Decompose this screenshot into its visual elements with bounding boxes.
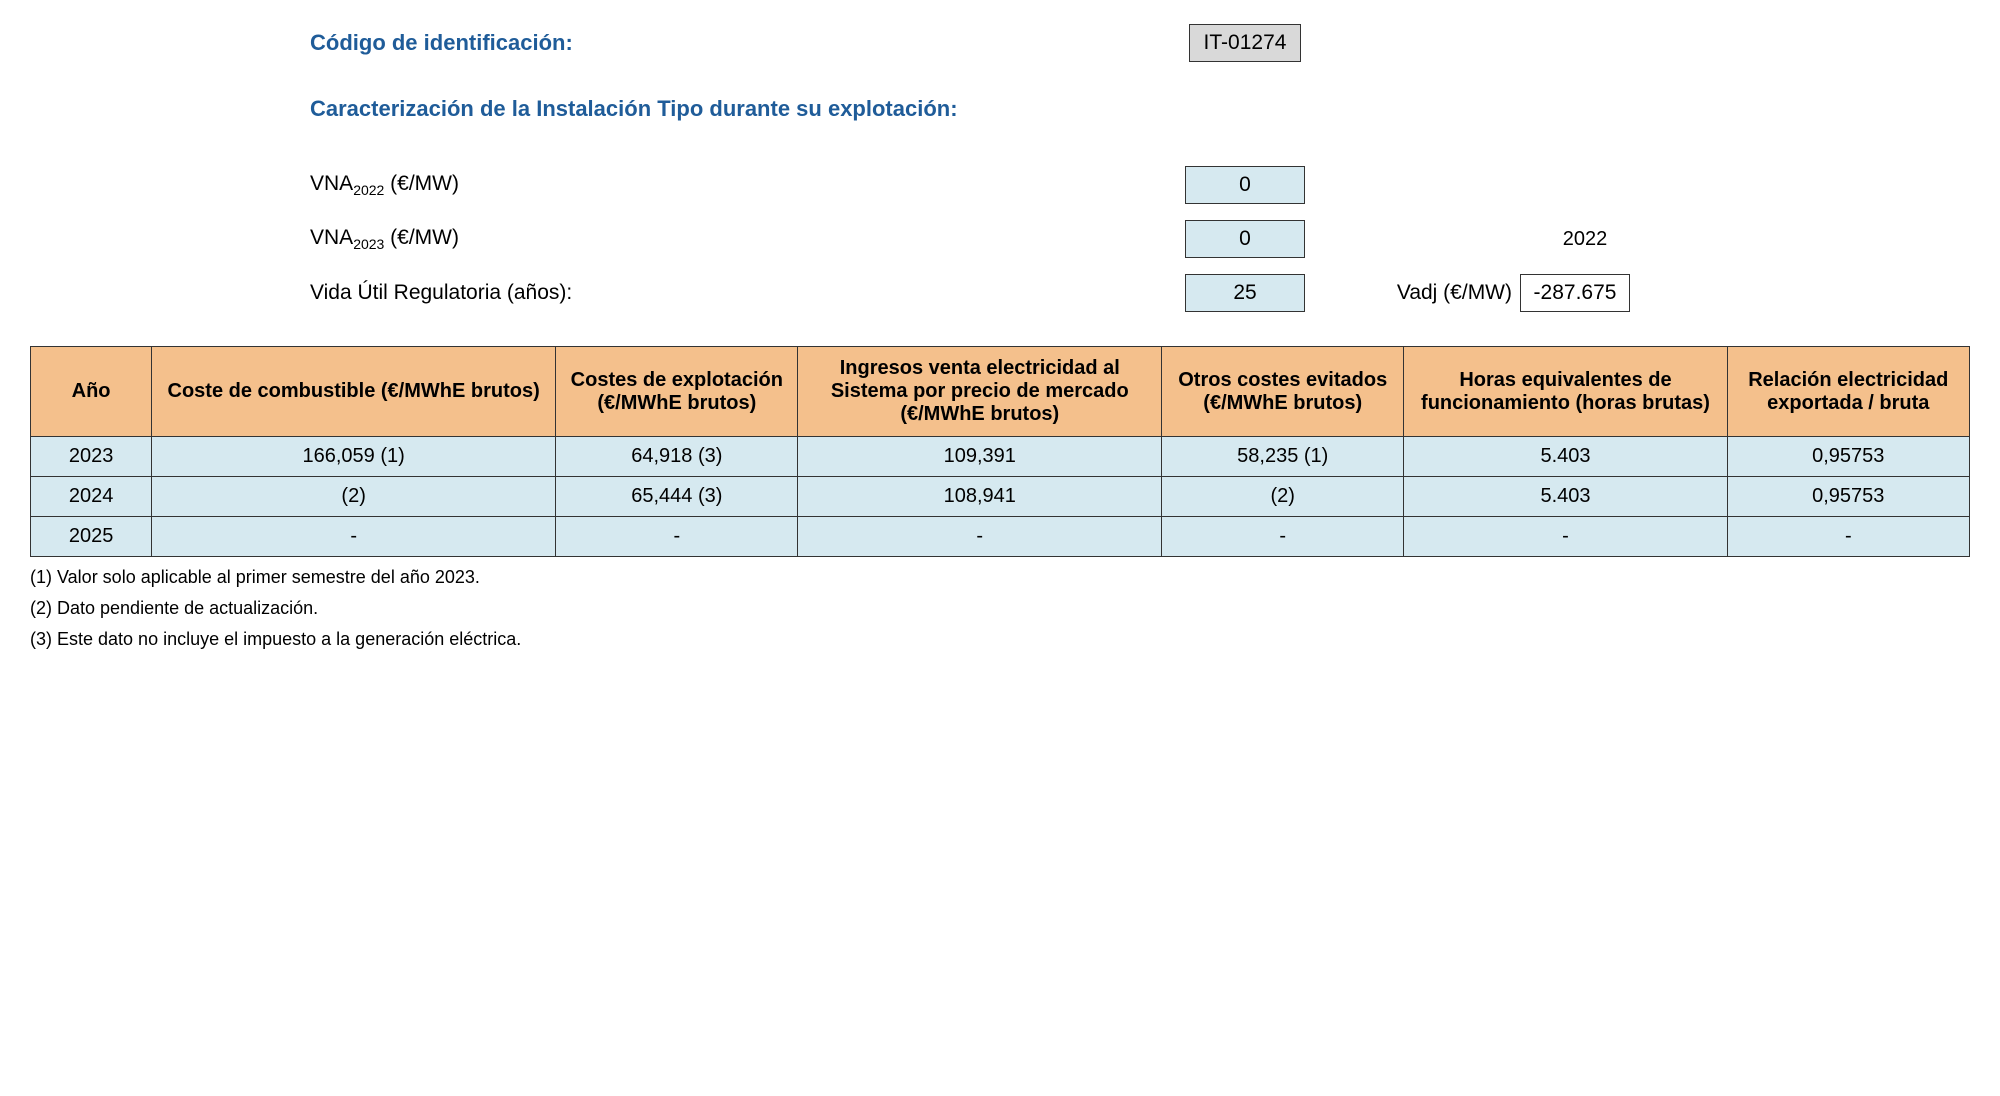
codigo-value: IT-01274 bbox=[1189, 24, 1302, 62]
cell: 0,95753 bbox=[1727, 477, 1969, 517]
vida-label: Vida Útil Regulatoria (años): bbox=[310, 281, 1170, 305]
cell: 0,95753 bbox=[1727, 437, 1969, 477]
cell: 2025 bbox=[31, 517, 152, 557]
footnote-1: (1) Valor solo aplicable al primer semes… bbox=[30, 567, 1970, 588]
cell: (2) bbox=[1162, 477, 1404, 517]
vna2022-row: VNA2022 (€/MW) 0 bbox=[310, 162, 1970, 208]
cell: - bbox=[556, 517, 798, 557]
caract-row: Caracterización de la Instalación Tipo d… bbox=[310, 86, 1970, 132]
table-row: 2024 (2) 65,444 (3) 108,941 (2) 5.403 0,… bbox=[31, 477, 1970, 517]
cell: (2) bbox=[152, 477, 556, 517]
col-explot: Costes de explotación (€/MWhE brutos) bbox=[556, 347, 798, 437]
col-otros: Otros costes evitados (€/MWhE brutos) bbox=[1162, 347, 1404, 437]
vadj-label: Vadj (€/MW) bbox=[1397, 281, 1512, 304]
data-table: Año Coste de combustible (€/MWhE brutos)… bbox=[30, 346, 1970, 557]
table-row: 2023 166,059 (1) 64,918 (3) 109,391 58,2… bbox=[31, 437, 1970, 477]
col-ano: Año bbox=[31, 347, 152, 437]
table-row: 2025 - - - - - - bbox=[31, 517, 1970, 557]
col-ingresos: Ingresos venta electricidad al Sistema p… bbox=[798, 347, 1162, 437]
codigo-label: Código de identificación: bbox=[310, 30, 1170, 56]
vida-row: Vida Útil Regulatoria (años): 25 Vadj (€… bbox=[310, 270, 1970, 316]
cell: 109,391 bbox=[798, 437, 1162, 477]
cell: - bbox=[1162, 517, 1404, 557]
table-body: 2023 166,059 (1) 64,918 (3) 109,391 58,2… bbox=[31, 437, 1970, 557]
vna2022-value: 0 bbox=[1185, 166, 1305, 204]
codigo-row: Código de identificación: IT-01274 bbox=[310, 20, 1970, 66]
cell: 58,235 (1) bbox=[1162, 437, 1404, 477]
cell: - bbox=[798, 517, 1162, 557]
vna2023-label: VNA2023 (€/MW) bbox=[310, 226, 1170, 252]
cell: 5.403 bbox=[1404, 477, 1727, 517]
caract-label: Caracterización de la Instalación Tipo d… bbox=[310, 96, 958, 122]
vna2022-label: VNA2022 (€/MW) bbox=[310, 172, 1170, 198]
vna2023-row: VNA2023 (€/MW) 0 2022 bbox=[310, 216, 1970, 262]
cell: 2024 bbox=[31, 477, 152, 517]
cell: 108,941 bbox=[798, 477, 1162, 517]
vna2023-value: 0 bbox=[1185, 220, 1305, 258]
col-combust: Coste de combustible (€/MWhE brutos) bbox=[152, 347, 556, 437]
cell: - bbox=[1727, 517, 1969, 557]
cell: 65,444 (3) bbox=[556, 477, 798, 517]
col-horas: Horas equivalentes de funcionamiento (ho… bbox=[1404, 347, 1727, 437]
cell: 166,059 (1) bbox=[152, 437, 556, 477]
vida-value: 25 bbox=[1185, 274, 1305, 312]
footnotes: (1) Valor solo aplicable al primer semes… bbox=[30, 567, 1970, 650]
cell: - bbox=[152, 517, 556, 557]
cell: 2023 bbox=[31, 437, 152, 477]
year-2022: 2022 bbox=[1563, 228, 1608, 251]
cell: 5.403 bbox=[1404, 437, 1727, 477]
cell: 64,918 (3) bbox=[556, 437, 798, 477]
cell: - bbox=[1404, 517, 1727, 557]
footnote-3: (3) Este dato no incluye el impuesto a l… bbox=[30, 629, 1970, 650]
header-block: Código de identificación: IT-01274 Carac… bbox=[310, 20, 1970, 316]
footnote-2: (2) Dato pendiente de actualización. bbox=[30, 598, 1970, 619]
vadj-value: -287.675 bbox=[1520, 274, 1630, 312]
table-header-row: Año Coste de combustible (€/MWhE brutos)… bbox=[31, 347, 1970, 437]
col-relacion: Relación electricidad exportada / bruta bbox=[1727, 347, 1969, 437]
